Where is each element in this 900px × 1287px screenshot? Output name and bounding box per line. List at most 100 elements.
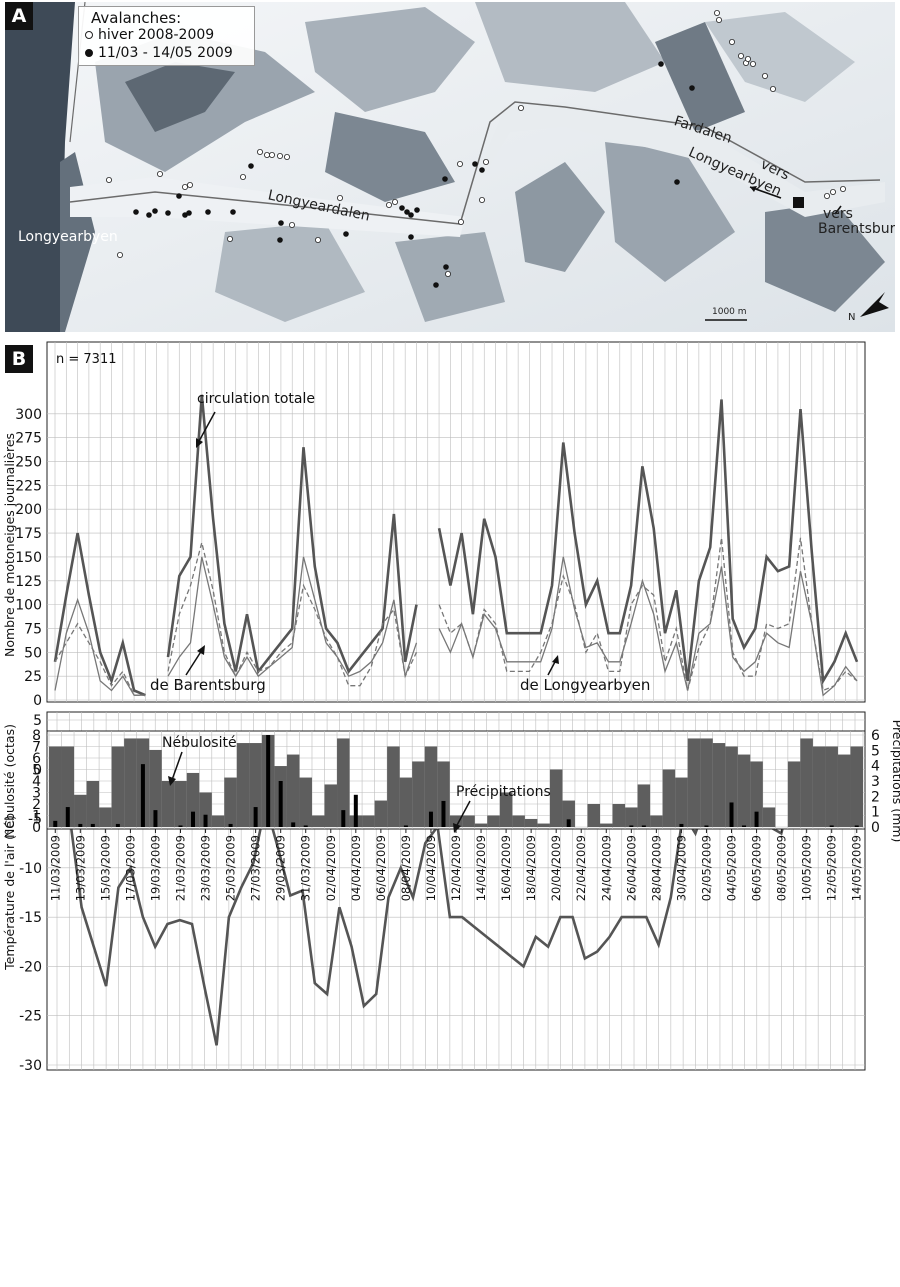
precipitation-bar <box>704 825 709 827</box>
nebulosite-bar <box>700 738 713 827</box>
nebulosite-bar <box>161 781 175 827</box>
nebulosite-bar <box>449 815 463 827</box>
nebulosite-bar <box>762 807 776 827</box>
annotation-nebulosite: Nébulosité <box>162 735 237 751</box>
chart-d-ytick-right: 4 <box>871 759 880 775</box>
chart-c-ytick: 0 <box>33 762 42 778</box>
precipitation-bar <box>178 825 183 827</box>
chart-c-ytick: 5 <box>33 713 42 729</box>
legend-title: Avalanches: <box>91 9 182 27</box>
nebulosite-bar <box>224 777 237 827</box>
arrow-precipitations <box>455 800 471 828</box>
annotation-circulation-totale: circulation totale <box>197 391 315 407</box>
nebulosite-bar <box>825 746 838 827</box>
nebulosite-bar <box>524 818 538 827</box>
chart-d-xtick-label: 12/05/2009 <box>825 835 839 901</box>
map-legend: Avalanches: hiver 2008-2009 11/03 - 14/0… <box>78 6 255 66</box>
chart-d-ytick-left: 0 <box>32 820 41 836</box>
precipitation-bar <box>629 825 634 827</box>
precipitation-bar <box>679 823 684 827</box>
nebulosite-bar <box>850 746 863 827</box>
nebulosite-bar <box>737 754 751 827</box>
chart-d-ytick-left: 6 <box>32 751 41 767</box>
precipitation-bar <box>729 802 734 827</box>
chart-b-ytick: 50 <box>24 645 42 661</box>
chart-d-xtick-label: 28/04/2009 <box>649 835 663 901</box>
chart-b-ylabel: Nombre de motoneiges journalières <box>2 433 17 657</box>
annotation-de-barentsburg: de Barentsburg <box>150 676 266 694</box>
nebulosite-bar <box>675 777 688 827</box>
nebulosite-bar <box>787 761 801 827</box>
charts-area: B 0 25 50 75 100 125 150 175 200 225 250 275 300 n = … <box>0 340 900 1283</box>
precipitation-bar <box>191 811 196 827</box>
chart-d-ytick-left: 5 <box>32 763 41 779</box>
nebulosite-bar <box>186 772 200 827</box>
chart-d-xtick-label: 18/04/2009 <box>524 835 538 901</box>
chart-b-ytick: 125 <box>15 574 42 590</box>
satellite-image <box>5 2 895 332</box>
nebulosite-bar <box>625 807 638 827</box>
arrow-de-barentsburg <box>185 649 203 676</box>
nebulosite-bar <box>474 823 488 827</box>
chart-c-ytick: -5 <box>28 812 42 828</box>
precipitation-bar <box>566 819 571 827</box>
nebulosite-bar <box>49 746 62 827</box>
nebulosite-bar <box>800 738 813 827</box>
chart-d-xtick-label: 10/05/2009 <box>800 835 814 901</box>
barentsburg-marker <box>793 197 804 208</box>
chart-d-xtick-label: 02/04/2009 <box>324 835 338 901</box>
chart-b-ytick: 150 <box>15 550 42 566</box>
chart-d-xtick-label: 04/04/2009 <box>349 835 363 901</box>
chart-d-xtick-label: 27/03/2009 <box>249 835 263 901</box>
nebulosite-bar <box>412 761 425 827</box>
avalanche-dots-winter <box>106 9 847 277</box>
annotation-precipitations: Précipitations <box>456 784 551 800</box>
nebulosite-bar <box>837 754 851 827</box>
chart-d-xtick-label: 08/05/2009 <box>775 835 789 901</box>
chart-d-ytick-left: 1 <box>32 809 41 825</box>
nebulosite-bar <box>249 743 262 827</box>
nebulosite-bar <box>650 815 663 827</box>
chart-d-xtick-label: 22/04/2009 <box>574 835 588 901</box>
arrowhead-de-barentsburg <box>197 645 205 655</box>
precipitation-bar <box>441 800 446 827</box>
nebulosite-bar <box>562 800 575 827</box>
label-vers-barentsburg-1: vers <box>823 206 853 222</box>
arrowhead-de-longyearbyen <box>552 655 559 664</box>
nebulosite-bar <box>199 792 212 827</box>
nebulosite-bar <box>587 804 601 827</box>
annotation-de-longyearbyen: de Longyearbyen <box>520 676 650 694</box>
precipitation-bar <box>78 823 83 827</box>
chart-d-xtick-label: 17/03/2009 <box>123 835 137 901</box>
chart-c-ylabel: Température de l'air (°C) <box>2 815 17 971</box>
nebulosite-bar <box>600 823 613 827</box>
precipitation-bar <box>754 811 759 827</box>
nebulosite-bar <box>374 800 388 827</box>
nebulosite-bar <box>812 746 826 827</box>
precipitation-bar <box>65 807 70 827</box>
nebulosite-bar <box>236 743 250 827</box>
chart-b-ytick: 225 <box>15 478 42 494</box>
nebulosite-bar <box>211 815 225 827</box>
nebulosite-bar <box>437 761 450 827</box>
nebulosite-bar <box>99 807 112 827</box>
white-dot-icon <box>85 31 93 39</box>
chart-d-xtick-label: 24/04/2009 <box>599 835 613 901</box>
chart-d-ytick-right: 5 <box>871 743 880 759</box>
chart-d-ytick-right: 2 <box>871 789 880 805</box>
arrow-nebulosite <box>171 751 183 781</box>
nebulosite-bar <box>387 746 400 827</box>
precipitation-bar <box>115 823 120 827</box>
series-longyearbyen-line <box>54 556 858 697</box>
chart-d-xtick-label: 31/03/2009 <box>299 835 313 901</box>
chart-d-xtick-label: 15/03/2009 <box>98 835 112 901</box>
precipitation-bar <box>140 764 145 827</box>
precipitation-bar <box>341 810 346 827</box>
precipitation-bar <box>203 814 208 827</box>
chart-d-y2label: Précipitations (mm) <box>890 720 900 843</box>
nebulosite-bar <box>637 784 651 827</box>
chart-d-ytick-left: 2 <box>32 797 41 813</box>
nebulosite-bar <box>74 794 87 827</box>
arrowhead-circulation-totale <box>196 438 203 448</box>
